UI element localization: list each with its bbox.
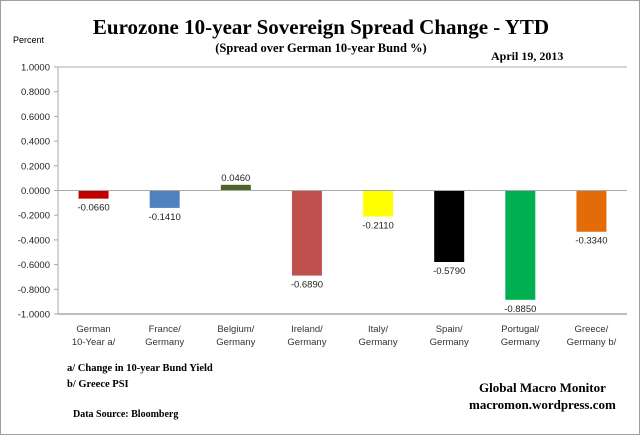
- y-tick-label: 0.4000: [21, 137, 50, 148]
- bar: [149, 190, 180, 208]
- data-label: -0.2110: [362, 221, 394, 232]
- bar: [576, 190, 607, 232]
- x-tick-label: Portugal/Germany: [501, 324, 540, 348]
- y-tick-label: 0.6000: [21, 112, 50, 123]
- y-tick-label: -0.2000: [18, 211, 50, 222]
- y-tick-label: 0.8000: [21, 87, 50, 98]
- y-tick-label: 0.2000: [21, 161, 50, 172]
- bar: [505, 190, 536, 300]
- y-tick-label: -0.4000: [18, 235, 50, 246]
- y-tick-label: 1.0000: [21, 63, 50, 74]
- chart-subtitle: (Spread over German 10-year Bund %): [215, 41, 427, 55]
- data-label: -0.0660: [77, 203, 109, 214]
- x-tick-label: German 10-Year a/: [72, 324, 116, 348]
- brand-site: macromon.wordpress.com: [469, 397, 616, 412]
- x-tick-label: Greece/Germany b/: [567, 324, 617, 348]
- bar: [220, 184, 251, 191]
- bar: [434, 190, 465, 263]
- data-label: 0.0460: [221, 173, 250, 184]
- y-tick-label: -0.8000: [18, 285, 50, 296]
- data-label: -0.6890: [291, 280, 323, 291]
- x-tick-label: Italy/Germany: [359, 324, 398, 348]
- x-tick-label: France/Germany: [145, 324, 184, 348]
- data-source: Data Source: Bloomberg: [73, 409, 179, 420]
- footnote-a: a/ Change in 10-year Bund Yield: [67, 363, 213, 374]
- chart-date: April 19, 2013: [491, 49, 564, 63]
- x-tick-label: Ireland/Germany: [287, 324, 326, 348]
- footnote-b: b/ Greece PSI: [67, 379, 129, 390]
- y-tick-label: 0.0000: [21, 186, 50, 197]
- x-tick-label: Spain/Germany: [430, 324, 469, 348]
- bar: [291, 190, 322, 276]
- y-tick-label: -0.6000: [18, 260, 50, 271]
- y-tick-label: -1.0000: [18, 310, 50, 321]
- y-axis-label: Percent: [13, 35, 45, 45]
- data-label: -0.8850: [504, 304, 536, 315]
- chart-title: Eurozone 10-year Sovereign Spread Change…: [92, 15, 550, 39]
- bar: [78, 190, 109, 199]
- data-label: -0.1410: [149, 212, 181, 223]
- x-tick-label: Belgium/Germany: [216, 324, 255, 348]
- plot-area: 1.0000 0.8000 0.6000 0.4000 0.2000 0.0000 -0.2…: [18, 63, 627, 348]
- data-label: -0.3340: [575, 236, 607, 247]
- bar: [363, 190, 394, 217]
- data-label: -0.5790: [433, 266, 465, 277]
- brand-name: Global Macro Monitor: [479, 380, 606, 395]
